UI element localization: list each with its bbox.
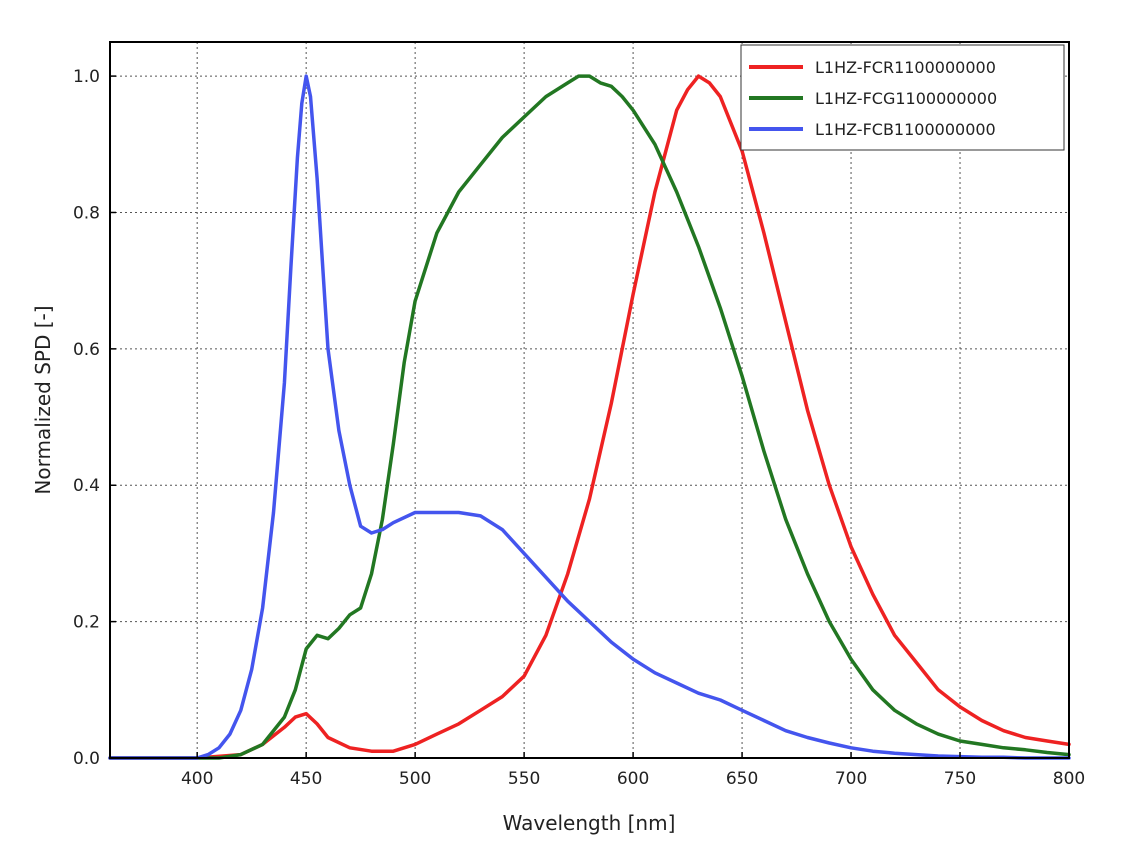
legend: L1HZ-FCR1100000000 L1HZ-FCG1100000000 L1HZ… <box>740 44 1065 151</box>
legend-entry-label: L1HZ-FCG1100000000 <box>815 89 997 108</box>
y-tick-label: 1.0 <box>73 67 100 87</box>
x-tick-label: 500 <box>399 769 431 789</box>
y-tick-label: 0.6 <box>73 340 100 360</box>
x-tick-label: 750 <box>944 769 976 789</box>
series-line <box>108 74 1071 760</box>
legend-entry-label: L1HZ-FCB1100000000 <box>815 120 996 139</box>
y-axis-ticks: 0.0 0.2 0.4 0.6 0.8 1.0 <box>73 67 116 769</box>
legend-entry-label: L1HZ-FCR1100000000 <box>815 58 996 77</box>
series-line <box>108 74 1071 760</box>
x-tick-label: 400 <box>181 769 213 789</box>
x-tick-label: 800 <box>1053 769 1085 789</box>
x-tick-label: 700 <box>835 769 867 789</box>
x-axis-label: Wavelength [nm] <box>503 811 676 835</box>
x-tick-label: 600 <box>617 769 649 789</box>
x-tick-label: 650 <box>726 769 758 789</box>
grid <box>110 42 1069 758</box>
x-tick-label: 550 <box>508 769 540 789</box>
x-axis-ticks: 400 450 500 550 600 650 700 750 800 <box>181 752 1085 789</box>
x-tick-label: 450 <box>290 769 322 789</box>
y-tick-label: 0.0 <box>73 749 100 769</box>
plot-background <box>110 42 1069 758</box>
y-tick-label: 0.4 <box>73 476 100 496</box>
series-layer <box>108 74 1071 760</box>
series-line <box>108 74 1071 760</box>
y-tick-label: 0.8 <box>73 203 100 223</box>
y-axis-label: Normalized SPD [-] <box>31 305 55 494</box>
plot-frame <box>109 41 1070 759</box>
y-tick-label: 0.2 <box>73 613 100 633</box>
